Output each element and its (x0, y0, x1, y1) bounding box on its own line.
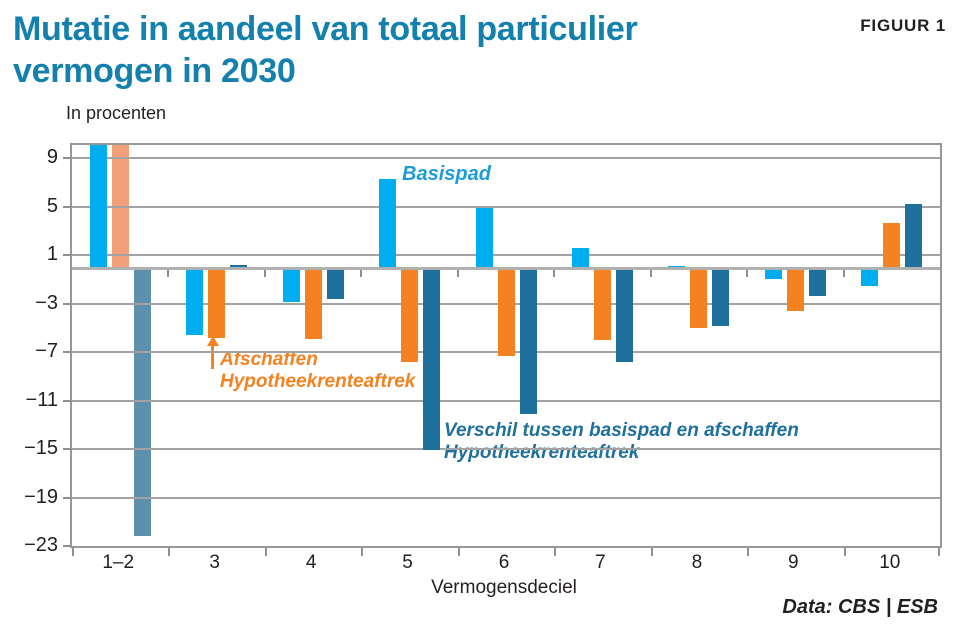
bar-verschil-5 (423, 267, 441, 451)
x-tick-label-6: 6 (498, 552, 510, 573)
y-tick-label--7: −7 (35, 340, 58, 363)
gridline--15 (72, 448, 940, 451)
gridline-5 (72, 205, 940, 208)
gridline--19 (72, 496, 940, 499)
bar-verschil-7 (615, 267, 633, 362)
bar-basispad-8 (668, 265, 686, 268)
x-axis-tick-labels: 1–2 3 4 5 6 7 8 9 10 (70, 552, 938, 578)
bar-afschaffen-7 (593, 267, 611, 341)
bar-verschil-6 (519, 267, 537, 414)
x-tick-label-9: 9 (788, 552, 799, 573)
bar-verschil-10 (905, 204, 923, 268)
y-axis-tick--7 (63, 351, 71, 354)
y-tick-label-1: 1 (46, 243, 58, 266)
gridline-1 (72, 254, 940, 257)
zero-axis-line (72, 267, 940, 270)
arrow-up-icon (211, 345, 214, 369)
y-axis-tick--15 (63, 448, 71, 451)
y-tick-label--23: −23 (24, 534, 58, 556)
bar-afschaffen-9 (786, 267, 804, 311)
zero-line-tick-8 (842, 269, 845, 277)
y-tick-label-5: 5 (46, 194, 58, 217)
y-axis-unit-label: In procenten (66, 103, 167, 123)
bar-afschaffen-4 (304, 267, 322, 339)
y-axis-tick-1 (63, 254, 71, 257)
bar-basispad-5 (379, 178, 397, 268)
bar-afschaffen-10 (883, 222, 901, 268)
x-axis-tick-8 (843, 548, 846, 556)
zero-line-tick-7 (746, 269, 749, 277)
x-tick-label-10: 10 (879, 552, 901, 573)
x-axis-tick-2 (264, 548, 267, 556)
bar-basispad-9 (764, 267, 782, 280)
bar-basispad-4 (282, 267, 300, 303)
bar-basispad-3 (186, 267, 204, 336)
x-axis-title: Vermogensdeciel (431, 577, 577, 598)
zero-line-tick-5 (553, 269, 556, 277)
bar-afschaffen-3 (208, 267, 226, 338)
y-tick-label-9: 9 (46, 146, 58, 169)
x-tick-label-3: 3 (209, 552, 220, 573)
y-axis-tick--3 (63, 302, 71, 305)
bar-afschaffen-5 (401, 267, 419, 362)
y-axis-tick--11 (63, 399, 71, 402)
zero-line-tick-2 (263, 269, 266, 277)
x-axis-tick-6 (650, 548, 653, 556)
figure-number-label: FIGUUR 1 (860, 16, 946, 35)
bar-verschil-8 (712, 267, 730, 326)
x-tick-label-8: 8 (691, 552, 703, 573)
series-label-verschil: Verschil tussen basispad en afschaffen H… (444, 420, 799, 463)
bar-verschil-4 (326, 267, 344, 299)
x-axis-tick-9 (938, 548, 940, 556)
bar-afschaffen-8 (690, 267, 708, 328)
x-axis-tick-5 (554, 548, 557, 556)
bar-basispad-1-2 (89, 145, 107, 268)
zero-line-tick-3 (360, 269, 363, 277)
bar-basispad-6 (475, 207, 493, 268)
bar-basispad-10 (861, 267, 879, 286)
y-tick-label--3: −3 (35, 291, 58, 314)
zero-line-tick-4 (456, 269, 459, 277)
chart-title: Mutatie in aandeel van totaal particulie… (13, 8, 733, 92)
x-axis-tick-0 (72, 548, 74, 556)
bar-afschaffen-6 (497, 267, 515, 356)
data-source-credit: Data: CBS | ESB (782, 596, 938, 618)
chart-title-line1: Mutatie in aandeel van totaal particulie… (13, 10, 638, 48)
y-tick-label--11: −11 (25, 388, 58, 411)
gridline--11 (72, 399, 940, 402)
arrow-up-icon-head (206, 336, 219, 346)
bar-verschil-1-2 (133, 267, 151, 537)
y-axis-tick--23 (63, 545, 71, 547)
x-tick-label-7: 7 (595, 552, 606, 573)
bars-layer (72, 145, 940, 546)
y-tick-label--19: −19 (24, 485, 58, 508)
y-axis-tick-5 (63, 205, 71, 208)
x-axis-tick-1 (168, 548, 171, 556)
x-tick-label-1-2: 1–2 (102, 552, 135, 573)
y-axis-tick-9 (63, 157, 71, 160)
x-axis-tick-3 (361, 548, 364, 556)
series-label-basispad: Basispad (402, 163, 491, 185)
y-tick-label--15: −15 (24, 437, 58, 460)
bar-basispad-7 (571, 247, 589, 268)
x-tick-label-5: 5 (402, 552, 413, 573)
gridline-9 (72, 157, 940, 160)
chart-title-line2: vermogen in 2030 (13, 52, 296, 90)
zero-line-tick-1 (167, 269, 170, 277)
x-tick-label-4: 4 (305, 552, 317, 573)
bar-verschil-3 (230, 264, 248, 268)
bar-verschil-9 (808, 267, 826, 297)
series-label-afschaffen: Afschaffen Hypotheekrenteaftrek (220, 349, 416, 392)
y-axis-tick--19 (63, 496, 71, 499)
zero-line-tick-6 (649, 269, 652, 277)
plot-area (63, 143, 942, 556)
x-axis-tick-4 (457, 548, 460, 556)
x-axis-tick-7 (747, 548, 750, 556)
y-axis-tick-labels: 9 5 1 −3 −7 −11 −15 −19 −23 (0, 143, 58, 556)
